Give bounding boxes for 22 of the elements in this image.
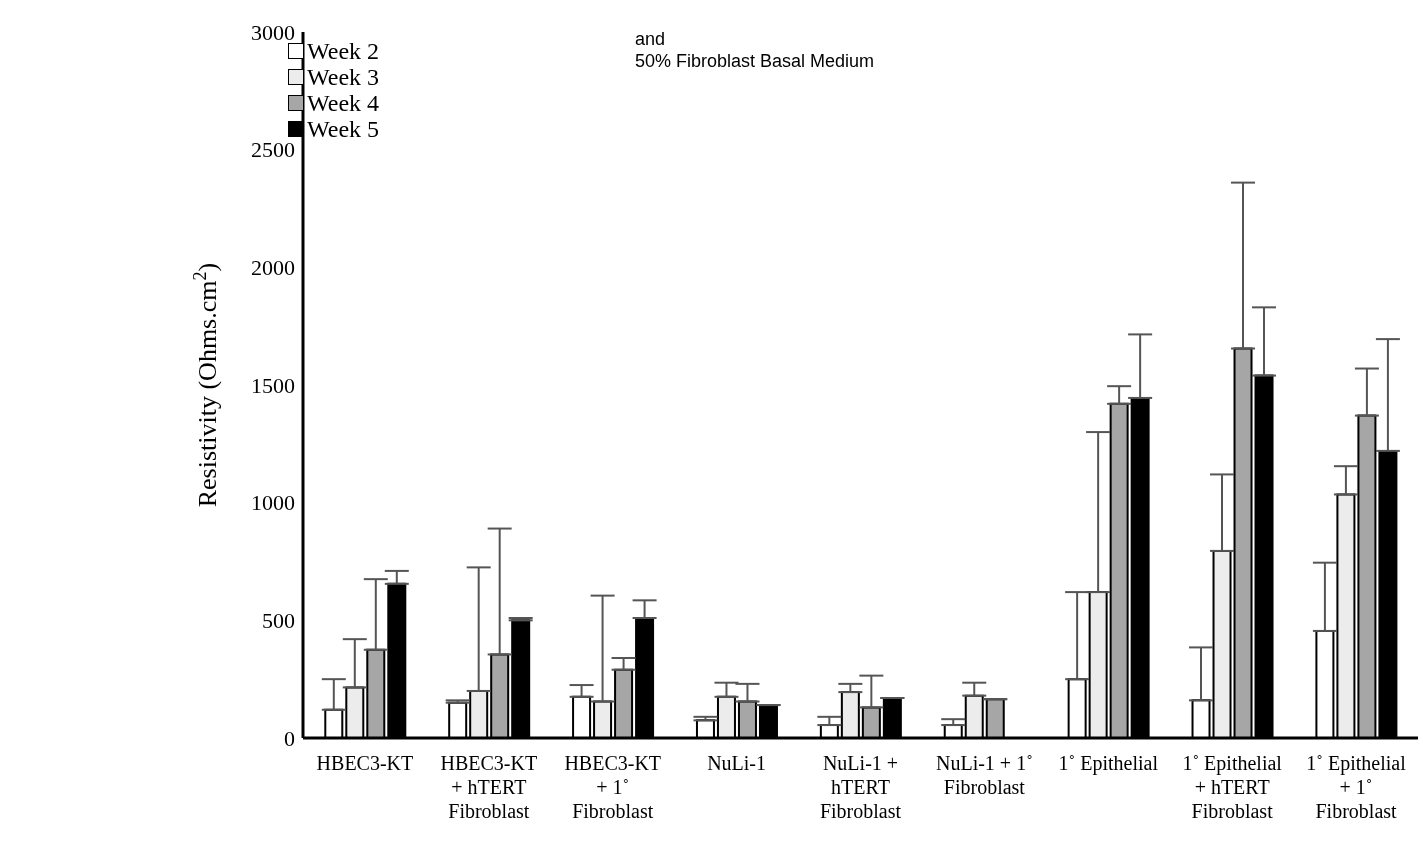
x-tick-label: HBEC3-KT + 1˚ Fibroblast	[564, 752, 662, 822]
legend-label: Week 2	[307, 38, 380, 64]
annotation: 50% Fibroblast Basal Medium	[635, 50, 875, 72]
x-tick-label: 1˚ Epithelial + hTERT Fibroblast	[1182, 752, 1283, 822]
x-tick-label: 1˚ Epithelial	[1058, 752, 1159, 775]
legend-label: Week 4	[307, 90, 380, 116]
y-tick-label: 1500	[251, 372, 295, 398]
x-tick-label: NuLi-1 + hTERT Fibroblast	[819, 752, 902, 822]
annotation: and	[635, 28, 667, 50]
y-tick-label: 2500	[251, 137, 295, 163]
y-tick-label: 1000	[251, 490, 295, 516]
legend-label: Week 5	[307, 116, 380, 142]
y-tick-label: 0	[284, 725, 295, 751]
x-tick-label: 1˚ Epithelial + 1˚ Fibroblast	[1306, 752, 1407, 822]
y-tick-label: 500	[262, 608, 295, 634]
y-tick-label: 2000	[251, 255, 295, 281]
x-tick-label: HBEC3-KT + hTERT Fibroblast	[440, 752, 538, 822]
legend-label: Week 3	[307, 64, 380, 90]
y-tick-label: 3000	[251, 19, 295, 45]
x-tick-label: NuLi-1 + 1˚ Fibroblast	[935, 752, 1033, 798]
x-tick-label: HBEC3-KT	[316, 752, 414, 774]
x-tick-label: NuLi-1	[707, 752, 767, 774]
